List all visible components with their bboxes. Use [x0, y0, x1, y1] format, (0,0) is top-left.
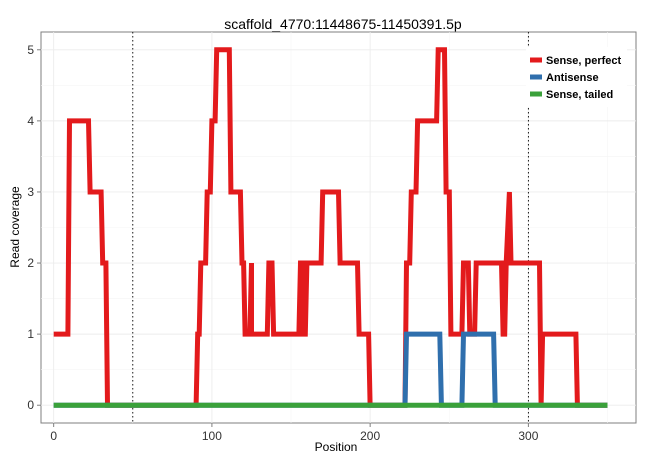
x-axis-title: Position [315, 440, 358, 454]
y-tick-label: 3 [27, 185, 34, 199]
legend-label: Antisense [546, 72, 599, 84]
y-tick-label: 4 [27, 114, 34, 128]
x-tick-label: 300 [518, 429, 538, 443]
legend: Sense, perfect Antisense Sense, tailed [526, 47, 627, 107]
chart-title: scaffold_4770:11448675-11450391.5p [224, 16, 462, 32]
legend-label: Sense, tailed [546, 89, 613, 101]
y-axis-title: Read coverage [8, 186, 22, 268]
legend-box [526, 47, 627, 107]
x-tick-label: 0 [50, 429, 57, 443]
x-tick-label: 200 [360, 429, 380, 443]
series-line-1 [53, 47, 608, 408]
y-tick-label: 1 [27, 327, 34, 341]
y-tick-label: 2 [27, 256, 34, 270]
legend-label: Sense, perfect [546, 55, 622, 67]
y-tick-label: 5 [27, 43, 34, 57]
y-tick-label: 0 [27, 398, 34, 412]
x-tick-label: 100 [202, 429, 222, 443]
